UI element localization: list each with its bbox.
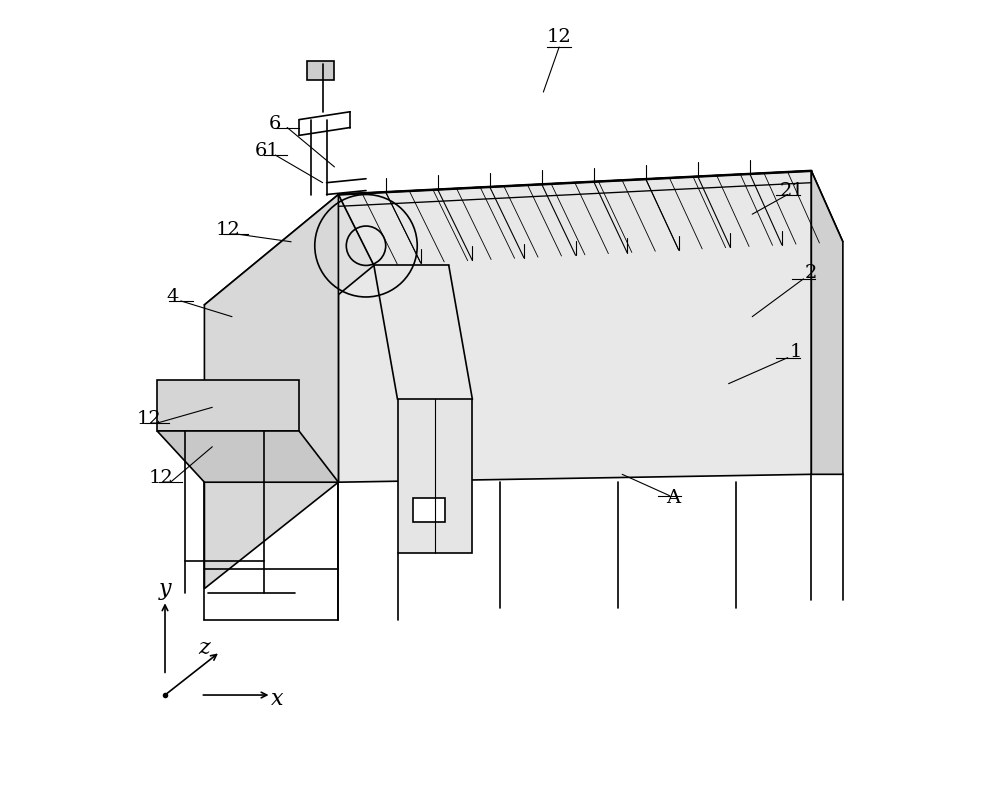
Text: 2: 2 [805,264,818,282]
Polygon shape [338,171,843,266]
Text: 12: 12 [149,469,173,487]
Text: 12: 12 [216,221,240,239]
Text: 6: 6 [269,115,282,133]
Polygon shape [157,431,338,483]
Text: A: A [666,489,680,507]
Bar [307,60,334,80]
Text: 12: 12 [547,28,571,46]
Text: 1: 1 [789,343,802,361]
Polygon shape [811,171,843,475]
Bar [157,380,299,431]
Text: y: y [159,578,171,600]
Text: 12: 12 [137,411,162,428]
Polygon shape [204,195,374,376]
Bar [398,399,472,553]
Polygon shape [338,171,811,483]
Text: x: x [271,688,284,710]
Text: z: z [199,637,210,659]
Text: 21: 21 [779,182,804,199]
Polygon shape [204,195,338,589]
Bar [413,498,445,521]
Text: 4: 4 [167,288,179,306]
Text: 61: 61 [255,142,280,160]
